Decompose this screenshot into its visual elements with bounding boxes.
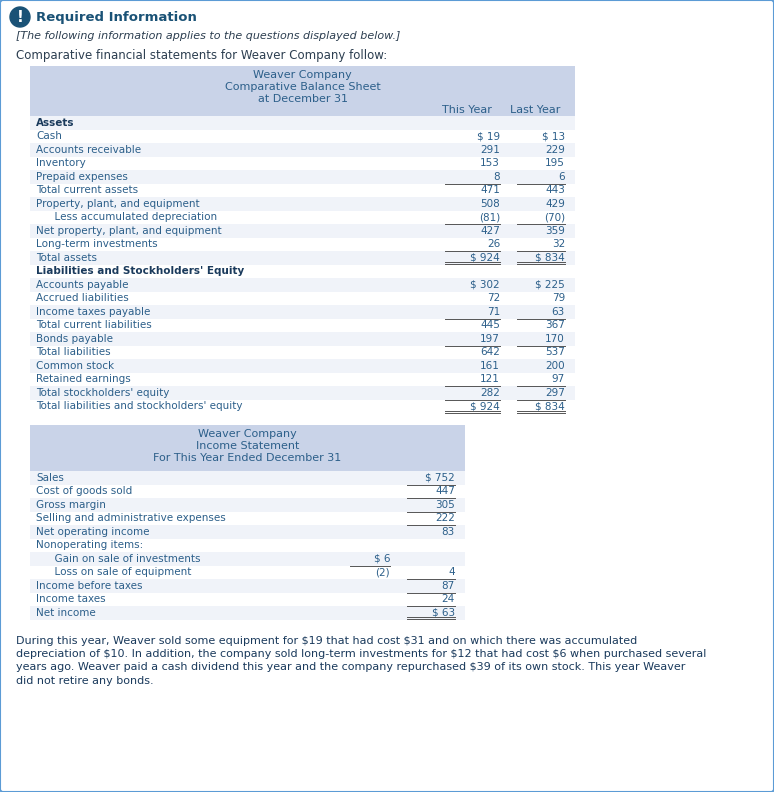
Bar [30, 359, 575, 372]
Bar [30, 318, 575, 332]
Text: (81): (81) [479, 212, 500, 223]
Text: Required Information: Required Information [36, 10, 197, 24]
Text: \$ 302: \$ 302 [471, 280, 500, 290]
Text: 71: 71 [487, 307, 500, 317]
Bar [30, 471, 465, 485]
Bar [30, 592, 465, 606]
Text: Total liabilities: Total liabilities [36, 347, 111, 357]
Text: 427: 427 [480, 226, 500, 236]
Text: 32: 32 [552, 239, 565, 249]
Text: Comparative Balance Sheet: Comparative Balance Sheet [224, 82, 380, 92]
Text: Accrued liabilities: Accrued liabilities [36, 293, 128, 303]
Text: 170: 170 [545, 333, 565, 344]
Text: \$ 924: \$ 924 [471, 253, 500, 263]
Text: depreciation of \$10. In addition, the company sold long-term investments for \$: depreciation of \$10. In addition, the c… [16, 649, 707, 659]
Text: Selling and administrative expenses: Selling and administrative expenses [36, 513, 226, 524]
Text: Income Statement: Income Statement [196, 441, 300, 451]
Text: 443: 443 [545, 185, 565, 196]
Text: Income taxes: Income taxes [36, 594, 105, 604]
Text: \$ 834: \$ 834 [536, 402, 565, 411]
Text: Weaver Company: Weaver Company [253, 70, 352, 80]
Text: Accounts payable: Accounts payable [36, 280, 128, 290]
Text: 508: 508 [480, 199, 500, 209]
Text: During this year, Weaver sold some equipment for \$19 that had cost \$31 and on : During this year, Weaver sold some equip… [16, 635, 637, 645]
Text: Total current assets: Total current assets [36, 185, 138, 196]
Text: Total current liabilities: Total current liabilities [36, 320, 152, 330]
Text: Net property, plant, and equipment: Net property, plant, and equipment [36, 226, 221, 236]
Text: 63: 63 [552, 307, 565, 317]
Bar [30, 372, 575, 386]
Text: 445: 445 [480, 320, 500, 330]
Text: 367: 367 [545, 320, 565, 330]
Text: Property, plant, and equipment: Property, plant, and equipment [36, 199, 200, 209]
Bar [30, 116, 575, 130]
Bar [30, 425, 465, 471]
Text: Accounts receivable: Accounts receivable [36, 145, 141, 154]
Bar [30, 399, 575, 413]
Text: 6: 6 [558, 172, 565, 181]
Text: 297: 297 [545, 388, 565, 398]
Bar [30, 606, 465, 619]
Bar [30, 197, 575, 211]
Text: 195: 195 [545, 158, 565, 168]
Text: Net operating income: Net operating income [36, 527, 149, 537]
Bar [30, 291, 575, 305]
Text: did not retire any bonds.: did not retire any bonds. [16, 676, 153, 686]
Text: Prepaid expenses: Prepaid expenses [36, 172, 128, 181]
Bar [30, 539, 465, 552]
Text: Weaver Company: Weaver Company [198, 429, 297, 439]
Text: 8: 8 [493, 172, 500, 181]
Text: (2): (2) [375, 567, 390, 577]
Text: Sales: Sales [36, 473, 64, 483]
Text: (70): (70) [544, 212, 565, 223]
Bar [30, 211, 575, 224]
Text: at December 31: at December 31 [258, 94, 348, 104]
Text: 282: 282 [480, 388, 500, 398]
Bar [30, 579, 465, 592]
Bar [30, 305, 575, 318]
Bar [30, 238, 575, 251]
Bar [30, 265, 575, 278]
Text: Total assets: Total assets [36, 253, 97, 263]
Bar [30, 565, 465, 579]
Text: 153: 153 [480, 158, 500, 168]
Text: 471: 471 [480, 185, 500, 196]
Text: 121: 121 [480, 375, 500, 384]
Bar [30, 143, 575, 157]
Text: Loss on sale of equipment: Loss on sale of equipment [48, 567, 191, 577]
Text: Total stockholders' equity: Total stockholders' equity [36, 388, 170, 398]
Text: Nonoperating items:: Nonoperating items: [36, 540, 143, 550]
Text: Retained earnings: Retained earnings [36, 375, 131, 384]
Text: \$ 13: \$ 13 [542, 131, 565, 141]
Circle shape [10, 7, 30, 27]
Text: Assets: Assets [36, 118, 74, 128]
Text: 305: 305 [435, 500, 455, 510]
Bar [30, 66, 575, 116]
Text: 200: 200 [546, 360, 565, 371]
Text: 97: 97 [552, 375, 565, 384]
Bar [30, 512, 465, 525]
Text: Common stock: Common stock [36, 360, 114, 371]
Bar [30, 332, 575, 345]
Text: Less accumulated depreciation: Less accumulated depreciation [48, 212, 217, 223]
Text: Net income: Net income [36, 607, 96, 618]
Bar [30, 157, 575, 170]
Bar [30, 552, 465, 565]
Text: 229: 229 [545, 145, 565, 154]
Bar [30, 525, 465, 539]
Bar [30, 485, 465, 498]
Text: Gross margin: Gross margin [36, 500, 106, 510]
Text: Bonds payable: Bonds payable [36, 333, 113, 344]
Text: Liabilities and Stockholders' Equity: Liabilities and Stockholders' Equity [36, 266, 245, 276]
Bar [30, 184, 575, 197]
Text: Total liabilities and stockholders' equity: Total liabilities and stockholders' equi… [36, 402, 242, 411]
Text: For This Year Ended December 31: For This Year Ended December 31 [153, 453, 341, 463]
Text: [The following information applies to the questions displayed below.]: [The following information applies to th… [16, 31, 400, 41]
Bar [30, 345, 575, 359]
Text: 87: 87 [442, 581, 455, 591]
Bar [30, 170, 575, 184]
Text: 429: 429 [545, 199, 565, 209]
Text: 537: 537 [545, 347, 565, 357]
Bar [30, 224, 575, 238]
